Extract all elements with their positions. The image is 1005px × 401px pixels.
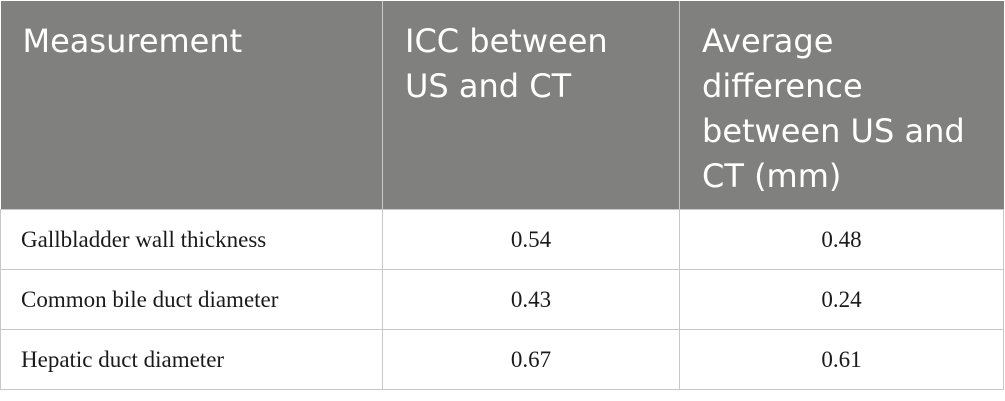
table-cell: Hepatic duct diameter [0, 329, 383, 390]
table-cell: 0.43 [382, 269, 680, 330]
data-table: Measurement ICC between US and CT Averag… [0, 1, 1004, 390]
table-cell: Gallbladder wall thickness [0, 209, 383, 270]
table-cell: Common bile duct diameter [0, 269, 383, 330]
header-cell: Measurement [0, 1, 383, 210]
table-row: Common bile duct diameter 0.43 0.24 [0, 269, 1004, 330]
table-row: Gallbladder wall thickness 0.54 0.48 [0, 209, 1004, 270]
table-cell: 0.48 [679, 209, 1004, 270]
table-cell: 0.67 [382, 329, 680, 390]
header-cell: ICC between US and CT [382, 1, 680, 210]
table-cell: 0.54 [382, 209, 680, 270]
header-row: Measurement ICC between US and CT Averag… [0, 1, 1004, 210]
table-cell: 0.61 [679, 329, 1004, 390]
table-row: Hepatic duct diameter 0.67 0.61 [0, 329, 1004, 390]
header-cell: Average difference between US and CT (mm… [679, 1, 1004, 210]
table-body: Gallbladder wall thickness 0.54 0.48 Common… [0, 209, 1004, 390]
table-cell: 0.24 [679, 269, 1004, 330]
